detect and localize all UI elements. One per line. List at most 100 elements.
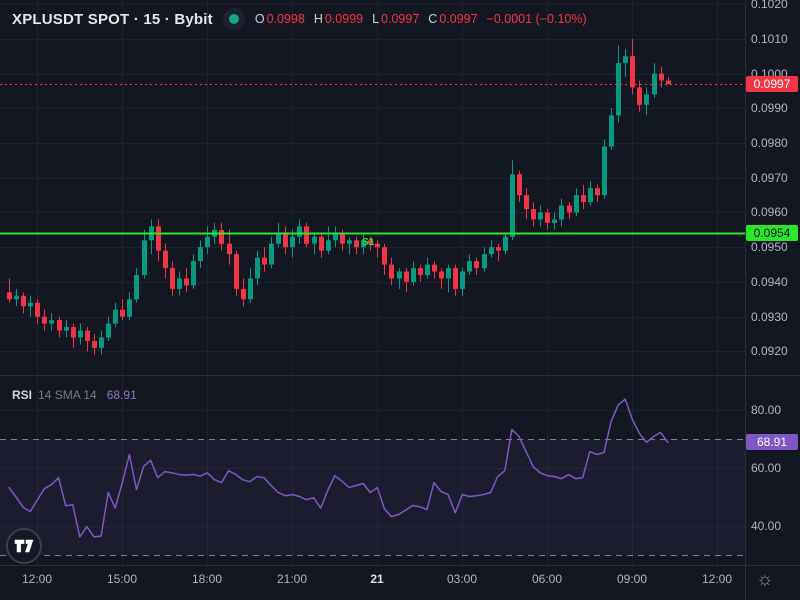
rsi-axis-label: 80.00 <box>751 403 782 417</box>
tradingview-logo-glyph <box>14 539 34 553</box>
candle <box>71 327 76 338</box>
rsi-line <box>8 398 669 538</box>
price-axis-label: 0.0950 <box>751 240 788 254</box>
candle <box>156 226 161 251</box>
candle <box>418 268 423 275</box>
candle <box>255 257 260 279</box>
candle <box>616 63 621 116</box>
price-axis-label: 0.0920 <box>751 344 788 358</box>
low-value: 0.0997 <box>381 12 420 26</box>
candle <box>14 295 19 300</box>
candle <box>545 212 550 223</box>
candle <box>319 236 324 251</box>
candle <box>49 320 54 324</box>
price-axis-label: 0.0990 <box>751 101 788 115</box>
candle <box>248 278 253 300</box>
candle <box>85 330 90 341</box>
candle <box>78 330 83 338</box>
candle <box>538 212 543 220</box>
candle <box>113 309 118 324</box>
candle <box>7 292 12 300</box>
candle <box>439 271 444 279</box>
candle <box>531 209 536 220</box>
candle <box>510 174 515 237</box>
candle <box>142 240 147 275</box>
candle <box>127 299 132 317</box>
rsi-indicator-params: 14 SMA 14 <box>38 388 97 402</box>
candle <box>375 243 380 248</box>
time-axis-label: 12:00 <box>701 572 733 586</box>
candle <box>99 337 104 348</box>
candle <box>389 264 394 279</box>
high-value: 0.0999 <box>324 12 364 26</box>
close-value: 0.0997 <box>439 12 478 26</box>
candle <box>57 320 62 331</box>
candle <box>552 219 557 223</box>
candle <box>163 250 168 269</box>
candle <box>630 56 635 88</box>
candle <box>21 295 26 307</box>
candle <box>602 146 607 196</box>
candle <box>666 80 671 85</box>
sun-icon[interactable]: ☼ <box>756 569 774 590</box>
time-axis-label: 09:00 <box>616 572 648 586</box>
candle <box>595 188 600 196</box>
candle <box>467 261 472 272</box>
candle <box>460 271 465 289</box>
pivot-price-tag: 0.0954 <box>746 225 798 241</box>
time-axis-label: 21 <box>370 572 384 586</box>
market-status-button[interactable] <box>222 8 245 30</box>
candle <box>241 288 246 300</box>
tradingview-logo[interactable] <box>6 528 42 564</box>
price-axis-label: 0.1010 <box>751 32 788 46</box>
ohlc-readout: O 0.0998 H 0.0999 L 0.0997 C 0.0997 −0.0001 … <box>255 12 587 26</box>
time-axis-label: 18:00 <box>191 572 223 586</box>
candle <box>644 94 649 105</box>
candle <box>205 236 210 248</box>
candle <box>482 254 487 269</box>
symbol-title[interactable]: XPLUSDT SPOT · 15 · Bybit <box>12 10 213 28</box>
candle <box>227 243 232 255</box>
change-value: −0.0001 (−0.10%) <box>486 12 587 26</box>
candle <box>120 309 125 317</box>
time-axis-label: 06:00 <box>531 572 563 586</box>
rsi-axis-label: 40.00 <box>751 519 782 533</box>
candle <box>198 247 203 262</box>
candle <box>170 268 175 289</box>
symbol-header: XPLUSDT SPOT · 15 · Bybit O 0.0998 H 0.099… <box>12 8 587 30</box>
candle <box>446 268 451 279</box>
candle <box>106 323 111 338</box>
candle <box>581 195 586 202</box>
price-axis-label: 0.0970 <box>751 171 788 185</box>
candle <box>64 327 69 331</box>
high-label: H <box>313 12 323 26</box>
candle <box>361 240 366 248</box>
candle <box>453 268 458 289</box>
price-axis-label: 0.0940 <box>751 275 788 289</box>
candle <box>567 205 572 213</box>
candle <box>517 174 522 196</box>
rsi-value-tag: 68.91 <box>746 434 798 450</box>
candle <box>290 236 295 248</box>
candle <box>234 254 239 289</box>
rsi-axis-label: 60.00 <box>751 461 782 475</box>
candle <box>637 87 642 105</box>
candle <box>432 264 437 272</box>
candle <box>425 264 430 275</box>
candle <box>269 243 274 265</box>
candle <box>340 233 345 244</box>
candle <box>354 240 359 248</box>
rsi-indicator-name[interactable]: RSI <box>12 388 33 402</box>
candle <box>652 73 657 95</box>
candle <box>177 278 182 289</box>
candle <box>559 205 564 220</box>
price-axis-label: 0.1020 <box>751 0 788 11</box>
candle <box>28 302 33 307</box>
candle <box>411 268 416 282</box>
candle <box>312 236 317 244</box>
open-value: 0.0998 <box>266 12 305 26</box>
candle <box>609 115 614 147</box>
candle <box>347 240 352 244</box>
